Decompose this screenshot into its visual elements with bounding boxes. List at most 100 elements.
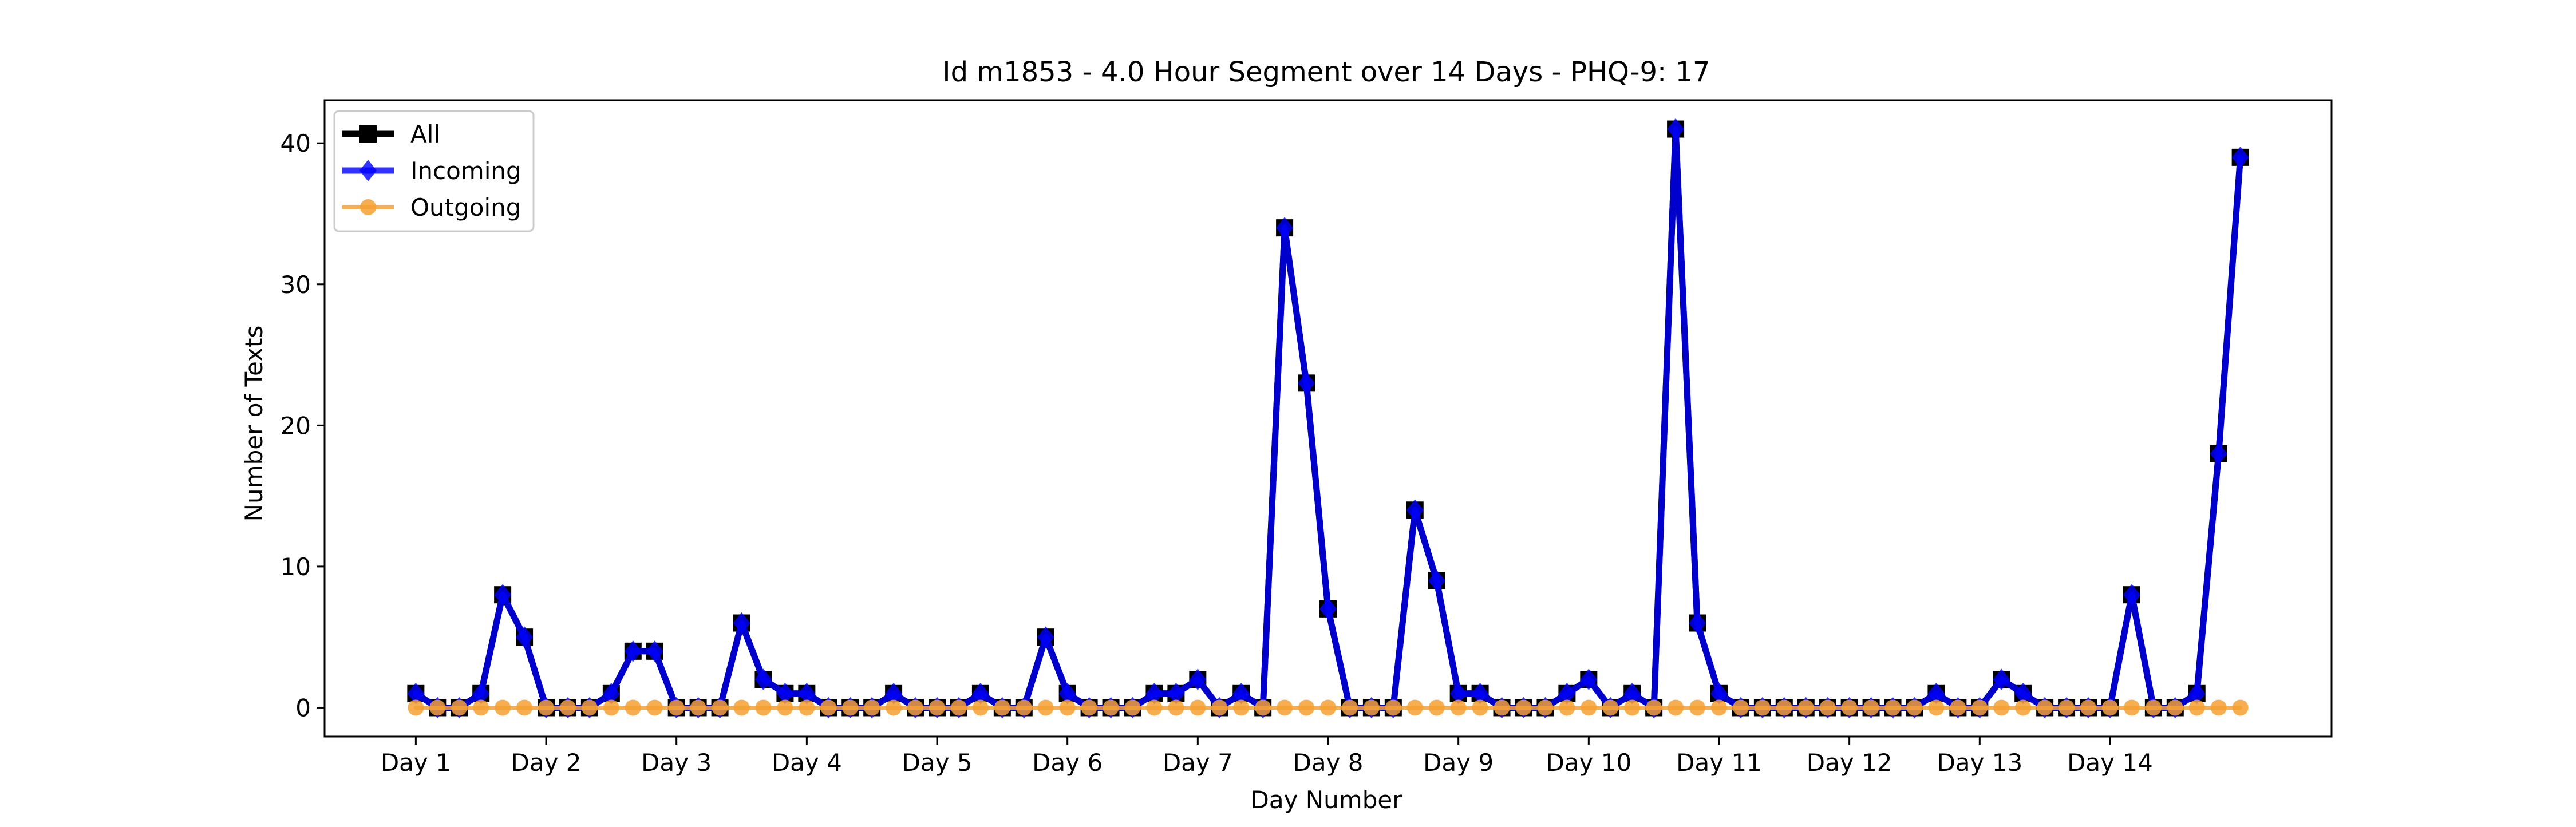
x-tick-label: Day 1 bbox=[381, 749, 451, 777]
data-point-outgoing bbox=[1103, 699, 1119, 716]
data-point-outgoing bbox=[1950, 699, 1966, 716]
data-point-incoming bbox=[1667, 118, 1685, 140]
data-point-outgoing bbox=[1037, 699, 1054, 716]
legend-marker-incoming bbox=[359, 160, 377, 181]
data-point-outgoing bbox=[733, 699, 750, 716]
data-point-incoming bbox=[776, 683, 794, 705]
data-point-incoming bbox=[1558, 683, 1576, 705]
y-tick-label: 10 bbox=[280, 553, 311, 581]
data-point-incoming bbox=[1580, 668, 1598, 690]
y-tick-label: 0 bbox=[295, 694, 311, 722]
data-point-outgoing bbox=[690, 699, 706, 716]
data-point-outgoing bbox=[495, 699, 511, 716]
data-point-incoming bbox=[1993, 668, 2010, 690]
data-point-outgoing bbox=[972, 699, 989, 716]
data-point-outgoing bbox=[1016, 699, 1032, 716]
x-tick-label: Day 12 bbox=[1807, 749, 1893, 777]
data-point-incoming bbox=[624, 640, 642, 662]
data-point-outgoing bbox=[1146, 699, 1163, 716]
x-tick-label: Day 11 bbox=[1676, 749, 1762, 777]
y-tick-label: 40 bbox=[280, 129, 311, 157]
data-point-outgoing bbox=[712, 699, 728, 716]
data-point-incoming bbox=[1276, 217, 1294, 239]
data-point-outgoing bbox=[1428, 699, 1445, 716]
data-point-outgoing bbox=[2123, 699, 2140, 716]
data-point-outgoing bbox=[1993, 699, 2010, 716]
data-point-outgoing bbox=[559, 699, 576, 716]
data-point-incoming bbox=[1927, 683, 1945, 705]
data-point-outgoing bbox=[1668, 699, 1684, 716]
data-point-outgoing bbox=[2232, 699, 2249, 716]
data-point-outgoing bbox=[1494, 699, 1510, 716]
data-point-incoming bbox=[885, 683, 903, 705]
data-point-outgoing bbox=[755, 699, 772, 716]
data-point-outgoing bbox=[603, 699, 619, 716]
x-tick-label: Day 2 bbox=[511, 749, 582, 777]
data-point-outgoing bbox=[1341, 699, 1358, 716]
x-tick-label: Day 7 bbox=[1163, 749, 1233, 777]
data-point-incoming bbox=[1298, 372, 1315, 394]
data-point-outgoing bbox=[1472, 699, 1488, 716]
x-axis-label: Day Number bbox=[1250, 786, 1402, 814]
data-point-outgoing bbox=[1819, 699, 1836, 716]
data-point-outgoing bbox=[1450, 699, 1467, 716]
data-point-incoming bbox=[798, 683, 816, 705]
data-point-outgoing bbox=[2145, 699, 2162, 716]
data-point-incoming bbox=[1406, 499, 1424, 521]
data-point-outgoing bbox=[1059, 699, 1076, 716]
data-point-outgoing bbox=[625, 699, 641, 716]
data-point-incoming bbox=[494, 584, 512, 606]
data-point-outgoing bbox=[516, 699, 533, 716]
data-point-incoming bbox=[733, 612, 750, 634]
legend-box bbox=[333, 110, 535, 232]
data-point-incoming bbox=[1167, 683, 1185, 705]
legend-marker-all bbox=[359, 125, 377, 143]
data-point-outgoing bbox=[1863, 699, 1879, 716]
data-point-outgoing bbox=[1884, 699, 1901, 716]
data-point-outgoing bbox=[1602, 699, 1619, 716]
data-point-outgoing bbox=[451, 699, 468, 716]
data-point-incoming bbox=[1145, 683, 1163, 705]
data-point-outgoing bbox=[1906, 699, 1923, 716]
data-point-outgoing bbox=[929, 699, 946, 716]
data-point-outgoing bbox=[668, 699, 685, 716]
data-point-incoming bbox=[2231, 147, 2249, 168]
x-tick-label: Day 5 bbox=[902, 749, 973, 777]
y-axis-label: Number of Texts bbox=[240, 326, 268, 522]
legend-entry-outgoing: Outgoing bbox=[342, 193, 521, 221]
data-point-outgoing bbox=[820, 699, 837, 716]
data-point-outgoing bbox=[1515, 699, 1532, 716]
data-point-outgoing bbox=[1646, 699, 1662, 716]
legend: All Incoming Outgoing bbox=[333, 110, 535, 232]
x-tick-label: Day 4 bbox=[772, 749, 842, 777]
data-point-outgoing bbox=[1385, 699, 1401, 716]
data-point-outgoing bbox=[886, 699, 902, 716]
data-point-incoming bbox=[1232, 683, 1250, 705]
data-point-incoming bbox=[407, 683, 425, 705]
data-point-outgoing bbox=[1537, 699, 1554, 716]
data-point-outgoing bbox=[2037, 699, 2053, 716]
axes: 0 10 20 30 40 Day 1 Day 2 Day 3 Day 4 Day 5 Day 6 D… bbox=[280, 99, 2333, 777]
data-point-incoming bbox=[1471, 683, 1489, 705]
data-point-incoming bbox=[1058, 683, 1076, 705]
data-point-outgoing bbox=[538, 699, 555, 716]
legend-entry-all: All bbox=[342, 120, 440, 148]
data-point-outgoing bbox=[1754, 699, 1771, 716]
data-point-outgoing bbox=[1190, 699, 1206, 716]
data-point-outgoing bbox=[1298, 699, 1315, 716]
data-point-outgoing bbox=[1406, 699, 1423, 716]
data-point-outgoing bbox=[950, 699, 967, 716]
data-point-incoming bbox=[2014, 683, 2032, 705]
data-point-outgoing bbox=[1841, 699, 1858, 716]
data-point-outgoing bbox=[907, 699, 924, 716]
data-point-outgoing bbox=[1363, 699, 1380, 716]
series-outgoing bbox=[408, 699, 2249, 716]
y-tick-label: 30 bbox=[280, 271, 311, 299]
data-point-incoming bbox=[1623, 683, 1641, 705]
data-point-outgoing bbox=[646, 699, 663, 716]
data-point-incoming bbox=[1689, 612, 1706, 634]
x-tick-label: Day 6 bbox=[1032, 749, 1103, 777]
data-point-outgoing bbox=[994, 699, 1010, 716]
legend-label-incoming: Incoming bbox=[410, 157, 521, 185]
